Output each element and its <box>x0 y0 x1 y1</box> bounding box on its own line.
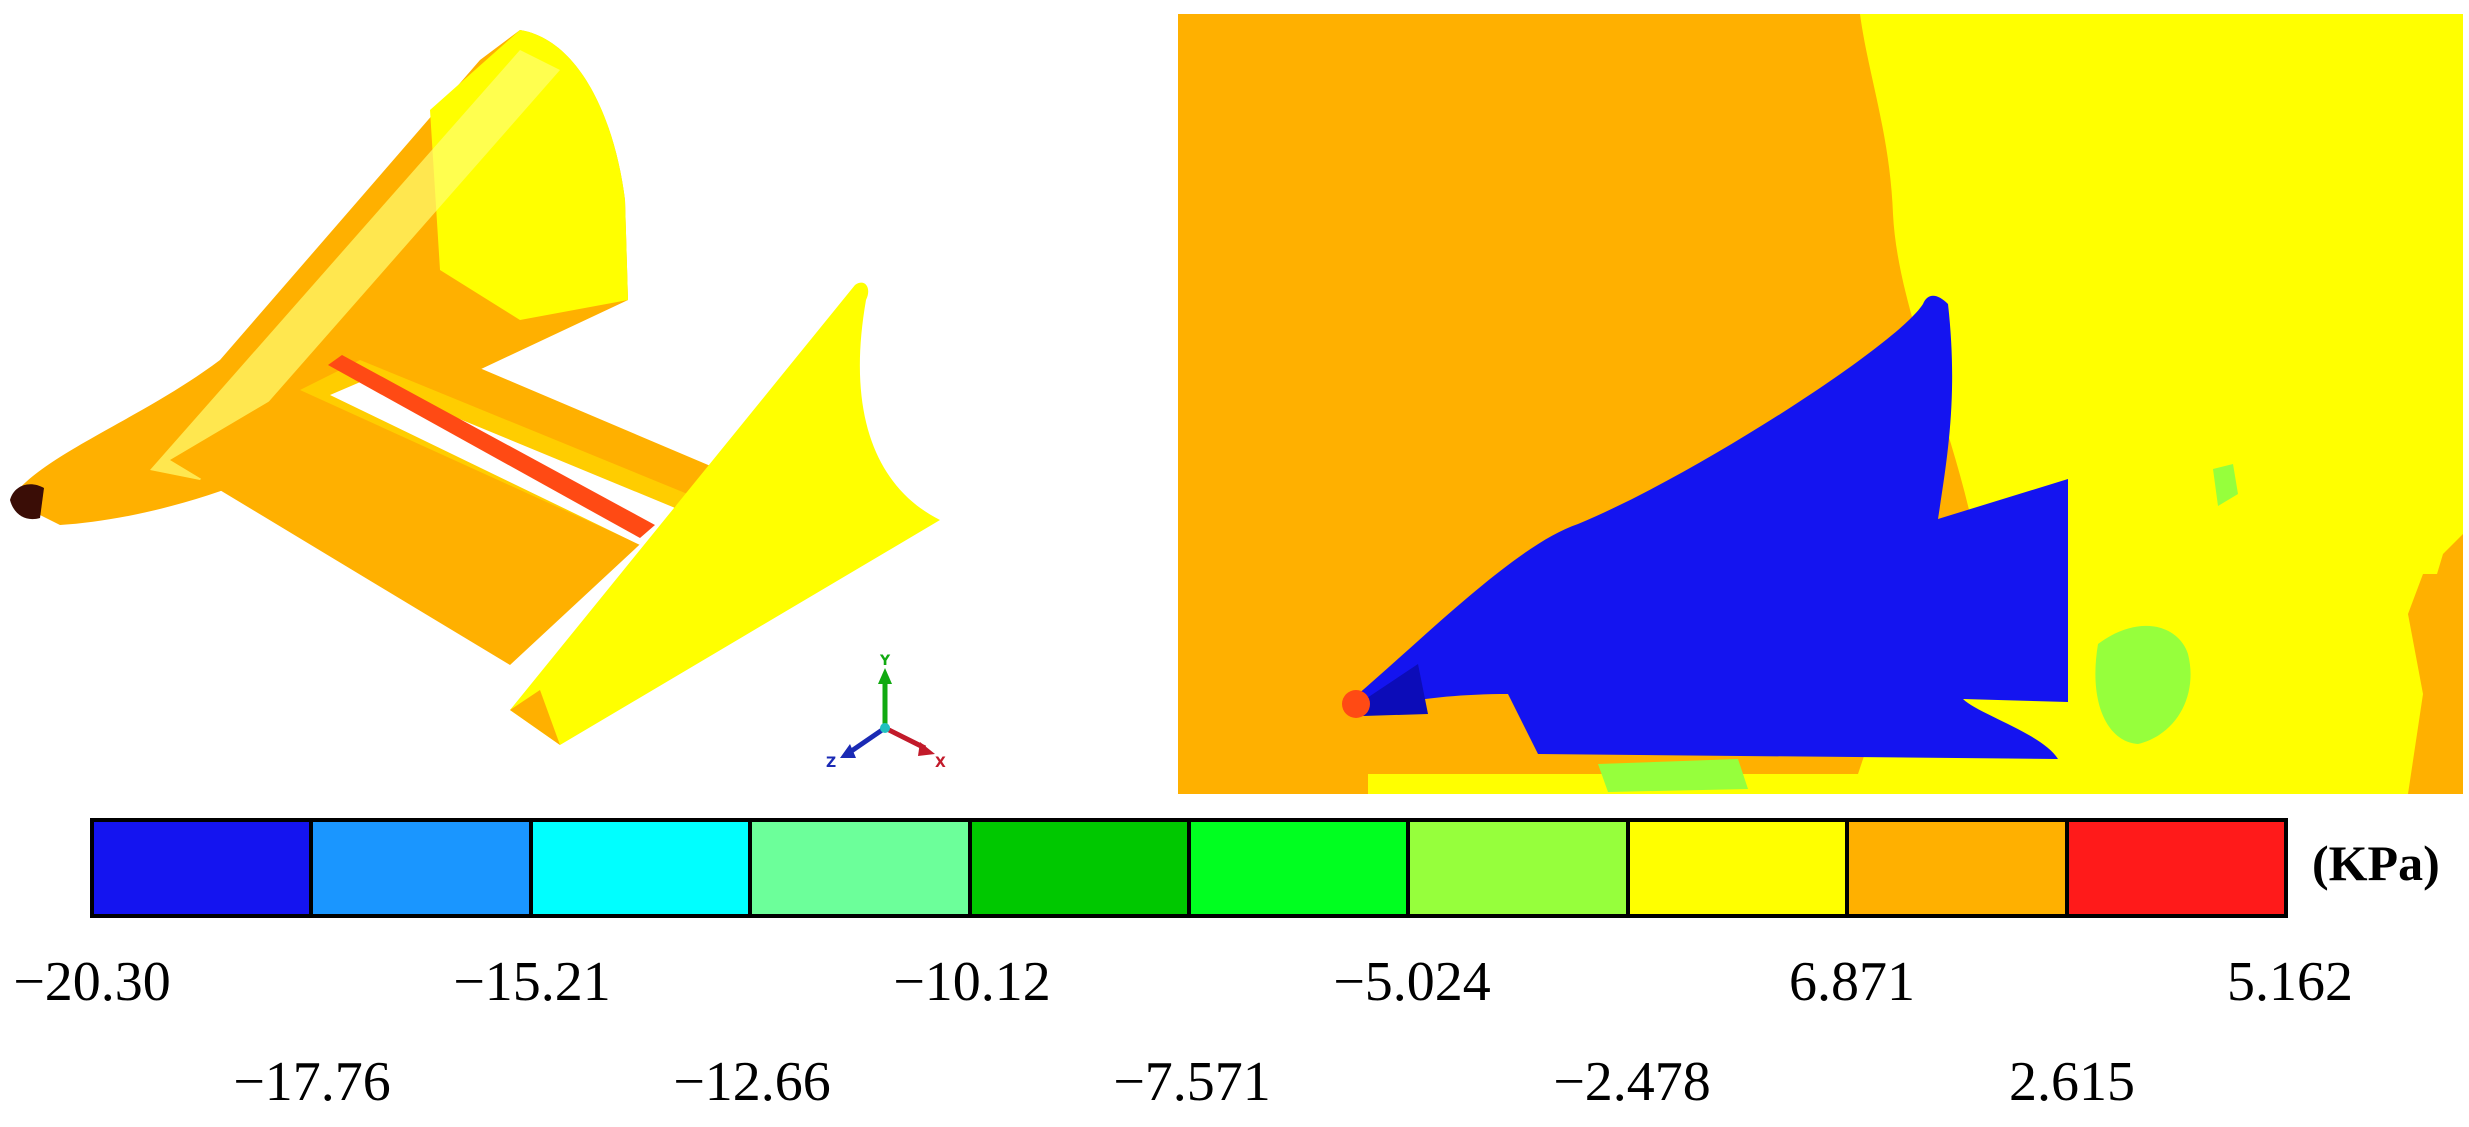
horizontal-plate <box>170 330 720 665</box>
suction-body-nose-edge <box>1358 664 1428 716</box>
legend-tick-label: 2.615 <box>2009 1051 2135 1113</box>
vertical-fin <box>510 282 940 745</box>
low-pressure-patch <box>2095 625 2191 744</box>
legend-tick-label: −20.30 <box>13 951 171 1013</box>
legend-swatch <box>2068 822 2285 914</box>
nose-stagnation-point <box>1342 690 1370 718</box>
legend-swatch <box>971 822 1192 914</box>
legend-swatch <box>313 822 533 914</box>
legend-tick-label: −5.024 <box>1333 951 1491 1013</box>
legend-tick-label: −10.12 <box>893 951 1051 1013</box>
legend-tick-label: 6.871 <box>1789 951 1915 1013</box>
fin-edge-shade <box>510 690 560 745</box>
field-orange-bottom-left <box>1178 714 1303 794</box>
axis-z-label: Z <box>826 755 836 771</box>
left-3d-pressure-view: Y Z X <box>10 30 946 771</box>
axis-triad: Y Z X <box>826 653 946 771</box>
right-pressure-field-view <box>1178 14 2463 794</box>
nose-tip <box>10 484 44 520</box>
legend-swatch <box>1191 822 1411 914</box>
legend-tick-label: 5.162 <box>2227 951 2353 1013</box>
legend-tick-label: −12.66 <box>673 1051 831 1113</box>
legend-tick-label: −7.571 <box>1113 1051 1271 1113</box>
legend-tick-label: −2.478 <box>1553 1051 1711 1113</box>
suction-body <box>1356 295 2068 759</box>
axis-x-label: X <box>935 755 946 771</box>
legend-swatch <box>532 822 753 914</box>
legend-swatch <box>94 822 314 914</box>
low-pressure-bottom-strip <box>1598 759 1748 792</box>
peak-pressure-bar <box>328 355 655 538</box>
axis-y-label: Y <box>879 653 891 669</box>
body-sheen <box>150 50 560 480</box>
legend-unit-label: (KPa) <box>2312 835 2440 891</box>
field-yellow-region <box>1368 14 2463 794</box>
legend-swatch <box>1410 822 1630 914</box>
field-orange-right <box>2428 534 2463 794</box>
legend-swatch <box>1849 822 2069 914</box>
legend-tick-label: −17.76 <box>233 1051 391 1113</box>
legend-tick-label: −15.21 <box>453 951 611 1013</box>
legend-swatch <box>752 822 972 914</box>
pressure-color-legend <box>90 818 2288 918</box>
low-pressure-patch-small <box>2213 464 2238 506</box>
legend-swatch <box>1629 822 1850 914</box>
